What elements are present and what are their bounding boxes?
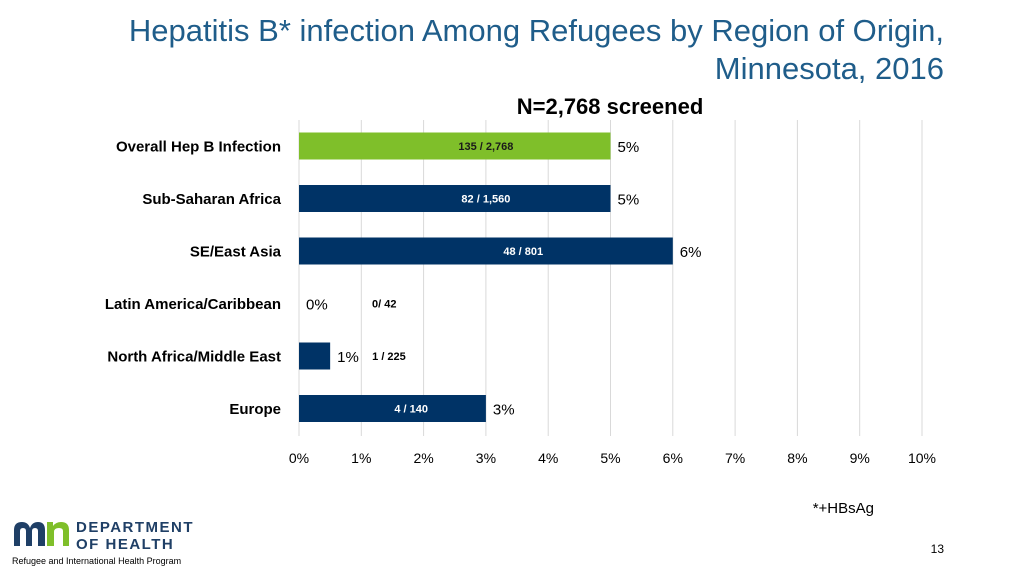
mn-health-logo: DEPARTMENT OF HEALTH [12,518,212,558]
category-label: SE/East Asia [190,244,282,261]
x-tick-label: 2% [413,450,433,466]
program-name: Refugee and International Health Program [12,556,182,566]
fraction-label: 48 / 801 [503,246,543,258]
category-label: Overall Hep B Infection [116,139,281,156]
bar [299,395,486,422]
logo-line-2: OF HEALTH [76,536,175,553]
mn-logo-icon [14,522,69,546]
value-label: 3% [493,402,515,419]
x-tick-label: 0% [289,450,309,466]
bar [299,342,331,370]
bar [299,237,673,265]
page-number: 13 [930,542,944,556]
fraction-label: 1 / 225 [372,351,406,363]
footnote: *+HBsAg [812,500,874,517]
chart-title: Hepatitis B* infection Among Refugees by… [128,13,944,86]
value-label: 6% [680,244,702,261]
x-tick-label: 7% [725,450,745,466]
value-label: 1% [337,349,359,366]
value-label: 5% [618,192,640,209]
bar [299,132,611,160]
x-tick-label: 9% [850,450,870,466]
category-label: Europe [229,401,281,418]
x-tick-label: 4% [538,450,558,466]
bar [299,185,611,212]
x-tick-label: 10% [908,450,936,466]
x-tick-label: 3% [476,450,496,466]
x-tick-label: 8% [787,450,807,466]
x-tick-label: 1% [351,450,371,466]
value-label: 0% [306,297,328,314]
value-label: 5% [618,139,640,156]
category-label: Latin America/Caribbean [105,296,281,313]
fraction-label: 0/ 42 [372,299,396,311]
category-label: North Africa/Middle East [107,349,281,366]
logo-text: DEPARTMENT OF HEALTH [76,519,194,553]
logo-line-1: DEPARTMENT [76,519,195,536]
fraction-label: 4 / 140 [394,404,428,416]
x-tick-label: 5% [600,450,620,466]
category-label: Sub-Saharan Africa [142,191,281,208]
fraction-label: 82 / 1,560 [461,194,510,206]
x-tick-label: 6% [663,450,683,466]
chart-subtitle: N=2,768 screened [516,94,704,119]
fraction-label: 135 / 2,768 [458,141,513,153]
